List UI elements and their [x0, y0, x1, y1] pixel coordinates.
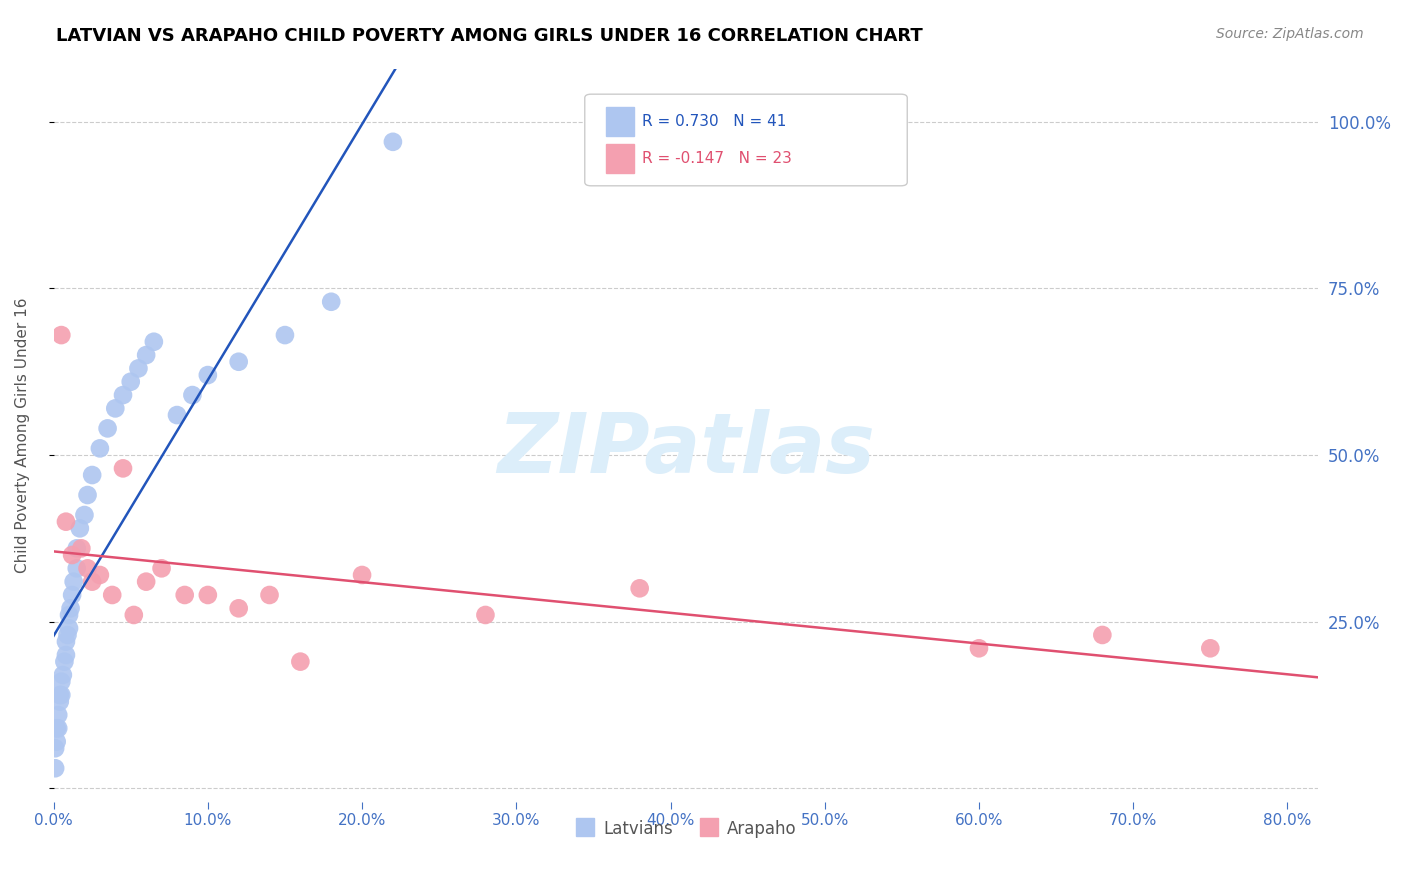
Text: R = -0.147   N = 23: R = -0.147 N = 23: [641, 151, 792, 166]
Point: [104, 401, 127, 416]
Point: [60, 548, 83, 562]
Y-axis label: Child Poverty Among Girls Under 16: Child Poverty Among Girls Under 16: [15, 297, 30, 573]
Point: [55, 515, 77, 529]
Legend: Latvians, Arapaho: Latvians, Arapaho: [569, 813, 803, 845]
Point: [967, 641, 990, 656]
Point: [166, 408, 188, 422]
Point: [173, 588, 195, 602]
Point: [135, 574, 157, 589]
Point: [228, 355, 250, 369]
FancyBboxPatch shape: [585, 95, 907, 186]
Point: [49, 688, 72, 702]
Point: [259, 588, 281, 602]
Point: [44, 761, 66, 775]
Point: [49, 695, 72, 709]
Point: [76, 561, 98, 575]
Point: [274, 328, 297, 343]
Point: [53, 655, 76, 669]
Text: Source: ZipAtlas.com: Source: ZipAtlas.com: [1216, 27, 1364, 41]
Point: [46, 721, 69, 735]
Point: [135, 348, 157, 362]
Point: [62, 574, 84, 589]
Text: ZIPatlas: ZIPatlas: [496, 409, 875, 491]
Bar: [606, 107, 634, 136]
Point: [51, 674, 73, 689]
Point: [60, 588, 83, 602]
Point: [55, 648, 77, 662]
Point: [474, 607, 496, 622]
Point: [101, 588, 124, 602]
Point: [1091, 628, 1114, 642]
Point: [44, 741, 66, 756]
Point: [58, 621, 80, 635]
Point: [73, 508, 96, 522]
Point: [89, 568, 111, 582]
Point: [142, 334, 165, 349]
Point: [51, 688, 73, 702]
Point: [66, 561, 89, 575]
Point: [111, 388, 134, 402]
Point: [197, 368, 219, 382]
Point: [352, 568, 374, 582]
Point: [45, 721, 67, 735]
Point: [120, 375, 142, 389]
Point: [127, 361, 149, 376]
Bar: [606, 144, 634, 173]
Point: [89, 442, 111, 456]
Point: [46, 708, 69, 723]
Point: [55, 634, 77, 648]
Point: [56, 628, 79, 642]
Point: [70, 541, 93, 556]
Point: [66, 541, 89, 556]
Point: [45, 734, 67, 748]
Point: [381, 135, 404, 149]
Point: [82, 574, 104, 589]
Point: [51, 328, 73, 343]
Point: [321, 294, 343, 309]
Point: [97, 421, 120, 435]
Point: [628, 582, 651, 596]
Point: [111, 461, 134, 475]
Point: [1199, 641, 1222, 656]
Point: [52, 668, 75, 682]
Point: [197, 588, 219, 602]
Point: [69, 521, 91, 535]
Point: [290, 655, 312, 669]
Point: [122, 607, 145, 622]
Point: [228, 601, 250, 615]
Point: [59, 601, 82, 615]
Point: [76, 488, 98, 502]
Point: [150, 561, 173, 575]
Text: R = 0.730   N = 41: R = 0.730 N = 41: [641, 114, 786, 129]
Point: [181, 388, 204, 402]
Point: [58, 607, 80, 622]
Text: LATVIAN VS ARAPAHO CHILD POVERTY AMONG GIRLS UNDER 16 CORRELATION CHART: LATVIAN VS ARAPAHO CHILD POVERTY AMONG G…: [56, 27, 922, 45]
Point: [82, 468, 104, 483]
